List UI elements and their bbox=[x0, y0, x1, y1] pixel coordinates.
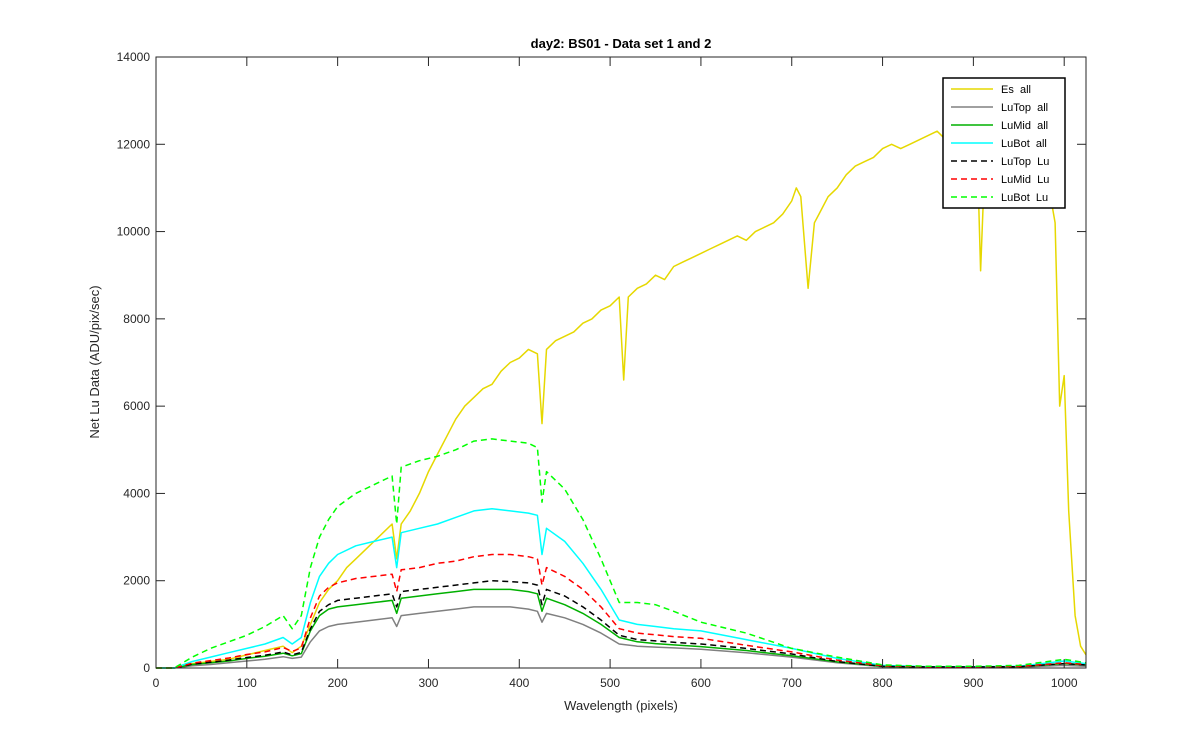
legend-label: LuTop all bbox=[1001, 102, 1048, 114]
x-tick-label: 300 bbox=[418, 676, 438, 690]
x-tick-label: 200 bbox=[328, 676, 348, 690]
legend-label: LuTop Lu bbox=[1001, 156, 1049, 168]
x-tick-label: 700 bbox=[782, 676, 802, 690]
legend-label: LuBot Lu bbox=[1001, 192, 1048, 204]
x-tick-label: 100 bbox=[237, 676, 257, 690]
series-line-1 bbox=[156, 606, 1087, 669]
series-layer bbox=[156, 130, 1087, 669]
series-line-3 bbox=[156, 507, 1087, 669]
legend-label: LuBot all bbox=[1001, 138, 1047, 150]
y-tick-label: 0 bbox=[143, 661, 150, 675]
series-line-4 bbox=[156, 579, 1087, 669]
x-tick-label: 600 bbox=[691, 676, 711, 690]
chart-title: day2: BS01 - Data set 1 and 2 bbox=[531, 36, 712, 51]
x-axis-label: Wavelength (pixels) bbox=[564, 698, 678, 713]
y-tick-label: 14000 bbox=[117, 50, 151, 64]
x-tick-label: 500 bbox=[600, 676, 620, 690]
legend-label: LuMid Lu bbox=[1001, 174, 1049, 186]
y-tick-label: 8000 bbox=[123, 312, 150, 326]
legend-label: LuMid all bbox=[1001, 120, 1048, 132]
y-tick-label: 6000 bbox=[123, 399, 150, 413]
y-tick-label: 4000 bbox=[123, 486, 150, 500]
y-axis-label: Net Lu Data (ADU/pix/sec) bbox=[87, 285, 102, 438]
x-tick-label: 900 bbox=[963, 676, 983, 690]
x-tick-label: 800 bbox=[873, 676, 893, 690]
y-tick-label: 2000 bbox=[123, 574, 150, 588]
plot-frame bbox=[155, 56, 1087, 669]
series-line-6 bbox=[156, 438, 1087, 669]
y-tick-label: 12000 bbox=[117, 137, 151, 151]
x-tick-label: 1000 bbox=[1051, 676, 1078, 690]
y-axis: 0 2000 4000 6000 8000 10000 12000 14000 bbox=[117, 50, 1086, 675]
legend-label: Es all bbox=[1001, 84, 1031, 96]
x-tick-label: 400 bbox=[509, 676, 529, 690]
x-tick-label: 0 bbox=[153, 676, 160, 690]
series-line-2 bbox=[156, 588, 1087, 669]
x-axis: 0 100 200 300 400 500 600 700 800 900 1000 bbox=[153, 57, 1078, 690]
legend: Es all LuTop all LuMid all LuBot all LuTop L… bbox=[942, 77, 1066, 209]
y-tick-label: 10000 bbox=[117, 225, 151, 239]
series-line-5 bbox=[156, 553, 1087, 669]
